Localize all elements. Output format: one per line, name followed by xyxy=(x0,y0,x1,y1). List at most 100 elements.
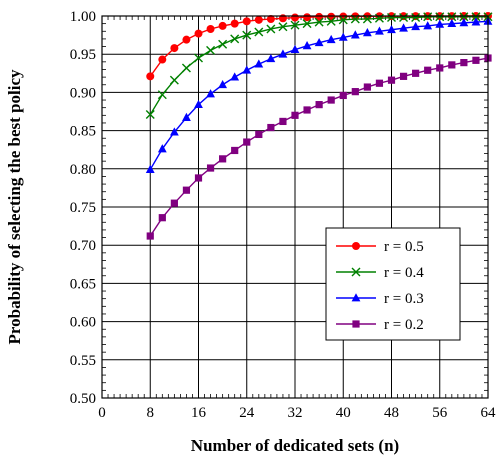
y-tick-label: 0.50 xyxy=(70,391,96,407)
x-tick-label: 64 xyxy=(481,405,497,421)
y-tick-label: 0.60 xyxy=(70,315,96,331)
data-point xyxy=(447,12,457,22)
series-4 xyxy=(146,54,492,240)
data-point xyxy=(219,155,227,163)
x-marker-stroke xyxy=(435,12,445,22)
x-marker-stroke xyxy=(266,24,276,34)
data-point xyxy=(230,19,239,28)
legend-item: r = 0.4 xyxy=(336,265,424,281)
x-tick-label: 40 xyxy=(336,405,351,421)
data-point xyxy=(279,117,287,126)
x-marker-stroke xyxy=(447,12,457,22)
data-point xyxy=(182,186,191,194)
x-marker-stroke xyxy=(278,22,288,32)
data-point xyxy=(218,39,228,49)
data-point xyxy=(255,130,263,139)
data-point xyxy=(243,138,251,146)
x-marker-stroke xyxy=(242,30,252,40)
data-point xyxy=(266,15,275,24)
data-point xyxy=(399,13,409,23)
data-point xyxy=(326,16,336,26)
data-point xyxy=(471,12,481,22)
data-point xyxy=(447,18,457,28)
data-point xyxy=(351,88,359,96)
data-point xyxy=(194,29,203,38)
data-point xyxy=(254,59,264,68)
data-point xyxy=(471,17,481,26)
data-point xyxy=(146,232,154,240)
data-point xyxy=(375,79,384,87)
x-marker-stroke xyxy=(194,53,203,63)
data-point xyxy=(326,34,336,44)
data-point xyxy=(435,19,445,28)
data-point xyxy=(157,144,167,153)
data-point xyxy=(291,111,299,119)
data-point xyxy=(314,37,324,47)
legend-label: r = 0.4 xyxy=(384,265,424,281)
data-point xyxy=(145,164,155,173)
y-tick-label: 0.65 xyxy=(70,276,96,292)
legend-item: r = 0.5 xyxy=(336,239,424,255)
data-point xyxy=(302,40,312,50)
x-tick-label: 48 xyxy=(384,405,399,421)
y-tick-label: 0.95 xyxy=(70,47,96,63)
data-point xyxy=(170,44,179,53)
data-point xyxy=(206,164,215,172)
data-point xyxy=(278,49,288,58)
y-tick-label: 0.80 xyxy=(70,162,96,178)
legend-swatch-marker xyxy=(352,320,360,328)
series-2 xyxy=(145,12,493,120)
legend-swatch-marker xyxy=(352,242,360,250)
data-point xyxy=(158,55,167,64)
y-tick-label: 0.70 xyxy=(70,238,96,254)
data-point xyxy=(170,199,178,207)
data-point xyxy=(303,106,311,114)
x-tick-label: 32 xyxy=(288,405,303,421)
data-point xyxy=(424,66,432,74)
x-marker-stroke xyxy=(411,13,421,23)
data-point xyxy=(314,17,324,27)
data-point xyxy=(338,32,348,41)
data-point xyxy=(448,61,456,69)
x-marker-stroke xyxy=(459,12,469,22)
x-tick-label: 16 xyxy=(191,405,207,421)
legend-swatch-marker xyxy=(351,267,361,277)
data-point xyxy=(387,76,396,84)
x-marker-stroke xyxy=(145,110,155,120)
data-point xyxy=(327,96,335,104)
data-point xyxy=(362,28,372,37)
data-point xyxy=(194,99,203,109)
x-marker-stroke xyxy=(387,13,396,23)
data-point xyxy=(315,12,324,21)
data-point xyxy=(460,59,468,67)
data-point xyxy=(182,112,191,122)
data-point xyxy=(290,20,300,30)
data-point xyxy=(411,13,421,23)
y-tick-label: 0.90 xyxy=(70,85,96,101)
legend: r = 0.5 r = 0.4 r = 0.3 r = 0.2 xyxy=(325,227,461,341)
data-point xyxy=(218,21,227,30)
data-point xyxy=(231,146,239,155)
data-point xyxy=(218,79,228,89)
data-point xyxy=(278,22,288,32)
data-point xyxy=(290,44,300,54)
data-point xyxy=(242,65,252,74)
data-point xyxy=(158,214,166,222)
data-point xyxy=(266,24,276,34)
data-point xyxy=(423,21,433,30)
data-point xyxy=(230,72,240,81)
data-point xyxy=(146,72,155,81)
y-tick-label: 0.55 xyxy=(70,353,96,369)
data-point xyxy=(206,24,215,33)
x-marker-stroke xyxy=(218,39,228,49)
data-point xyxy=(194,174,203,182)
x-marker-stroke xyxy=(423,12,433,22)
x-tick-label: 0 xyxy=(98,405,106,421)
y-tick-labels: 0.50 0.55 0.60 0.65 0.70 0.75 0.80 0.85 0.90 0.95… xyxy=(70,9,96,407)
data-point xyxy=(338,15,348,25)
data-point xyxy=(157,90,167,100)
x-marker-stroke xyxy=(169,75,179,85)
x-tick-label: 8 xyxy=(147,405,155,421)
x-tick-label: 56 xyxy=(432,405,448,421)
data-point xyxy=(145,110,155,120)
